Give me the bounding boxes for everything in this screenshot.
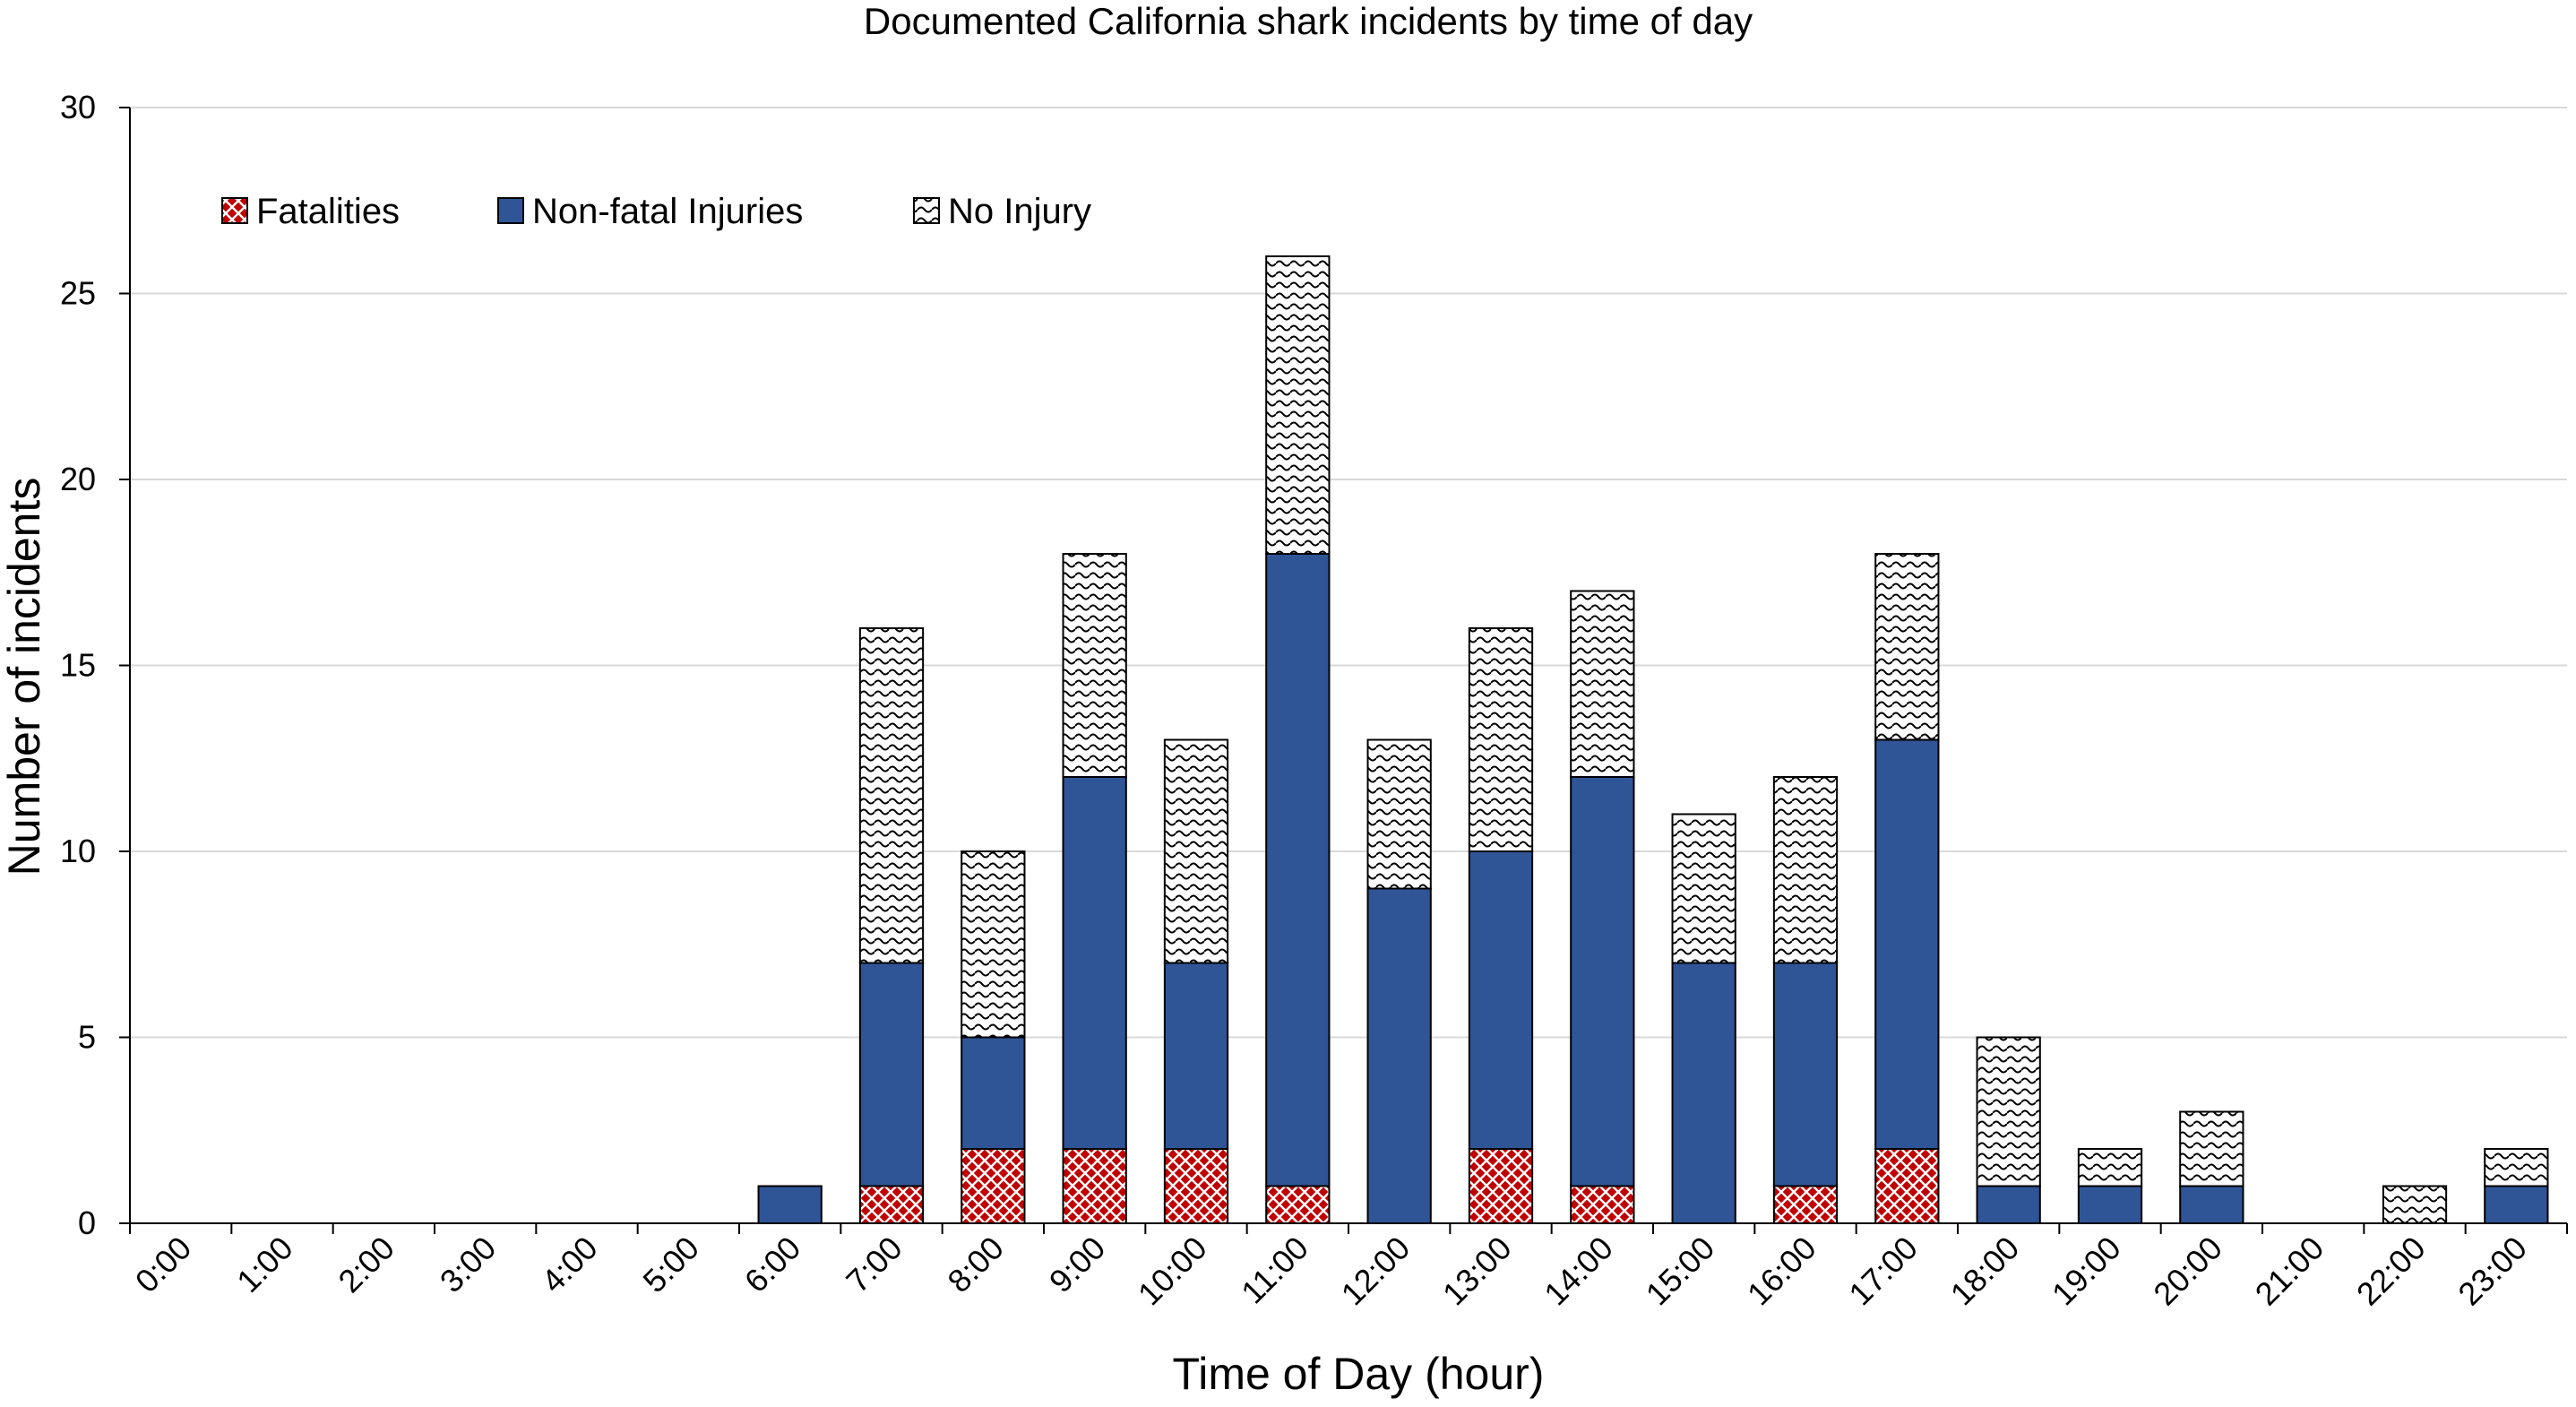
bar-segment-non-fatal-injuries <box>1366 887 1432 1224</box>
x-tick-label: 9:00 <box>1042 1230 1113 1300</box>
bar-segment-no-injury <box>1570 590 1635 778</box>
x-tick-labels: 0:00 1:00 2:00 3:00 4:00 5:00 6:00 7:00 8:00 9:00… <box>128 1230 2534 1313</box>
y-tick-label: 0 <box>78 1204 96 1241</box>
x-tick-label: 1:00 <box>229 1230 300 1300</box>
legend-label-no-injury: No Injury <box>948 192 1091 231</box>
bar-segment-no-injury <box>2382 1185 2448 1224</box>
y-tick-label: 15 <box>60 647 96 684</box>
bar-segment-no-injury <box>961 850 1026 1039</box>
y-tick-label: 25 <box>60 275 96 312</box>
x-tick-label: 19:00 <box>2045 1230 2128 1313</box>
x-tick-label: 18:00 <box>1943 1230 2027 1313</box>
legend-swatch-non-fatal-injuries <box>497 197 524 224</box>
bar-segment-fatalities <box>1062 1148 1127 1224</box>
x-tick-label: 17:00 <box>1841 1230 1925 1313</box>
bar-segment-no-injury <box>858 627 925 964</box>
y-tick-label: 5 <box>78 1019 96 1056</box>
bar-segment-fatalities <box>1570 1185 1635 1224</box>
y-tick-label: 20 <box>60 461 96 497</box>
x-tick-label: 16:00 <box>1740 1230 1823 1313</box>
bar-segment-non-fatal-injuries <box>1468 850 1534 1150</box>
y-tick-labels: 0 5 10 15 20 25 30 <box>60 89 96 1241</box>
bar-segment-fatalities <box>1163 1148 1229 1224</box>
legend-swatch-fatalities <box>221 197 248 224</box>
x-tick-label: 22:00 <box>2349 1230 2433 1313</box>
x-tick-label: 8:00 <box>940 1230 1011 1300</box>
bar-segment-fatalities <box>1874 1148 1940 1224</box>
bar-segment-fatalities <box>1772 1185 1839 1224</box>
bar-segment-non-fatal-injuries <box>1976 1185 2041 1224</box>
bar-segment-non-fatal-injuries <box>1874 738 1940 1150</box>
x-tick-label: 5:00 <box>635 1230 706 1300</box>
bar-segment-no-injury <box>2484 1148 2549 1187</box>
y-tick-label: 30 <box>60 89 96 125</box>
bar-segment-no-injury <box>1366 738 1432 890</box>
bar-segment-no-injury <box>1163 738 1229 964</box>
bar-segment-no-injury <box>1265 255 1331 555</box>
bar-segment-non-fatal-injuries <box>1163 962 1229 1150</box>
bars <box>757 255 2549 1224</box>
bar-segment-no-injury <box>1976 1036 2041 1187</box>
x-tick-label: 15:00 <box>1639 1230 1722 1313</box>
bar-segment-non-fatal-injuries <box>1265 553 1331 1187</box>
bar-segment-non-fatal-injuries <box>1671 962 1736 1224</box>
x-tick-label: 0:00 <box>128 1230 199 1300</box>
bar-segment-fatalities <box>1265 1185 1331 1224</box>
bar-segment-no-injury <box>2077 1148 2143 1187</box>
x-tick-label: 20:00 <box>2146 1230 2229 1313</box>
x-tick-label: 12:00 <box>1334 1230 1417 1313</box>
gridlines <box>130 107 2567 1039</box>
bar-segment-no-injury <box>1874 553 1940 741</box>
bar-segment-fatalities <box>961 1148 1026 1224</box>
x-tick-label: 11:00 <box>1234 1230 1315 1311</box>
bar-segment-non-fatal-injuries <box>2484 1185 2549 1224</box>
x-tick-label: 3:00 <box>433 1230 504 1300</box>
bar-segment-no-injury <box>1772 776 1839 964</box>
legend-label-non-fatal-injuries: Non-fatal Injuries <box>532 192 803 231</box>
legend: Fatalities Non-fatal Injuries No Injury <box>221 192 1091 231</box>
x-tick-label: 6:00 <box>737 1230 808 1300</box>
x-tick-label: 4:00 <box>534 1230 605 1300</box>
x-tick-label: 2:00 <box>331 1230 401 1300</box>
bar-segment-fatalities <box>1468 1148 1534 1224</box>
bar-segment-non-fatal-injuries <box>1062 776 1127 1150</box>
bar-segment-no-injury <box>1468 627 1534 852</box>
x-axis-title: Time of Day (hour) <box>1173 1349 1545 1399</box>
bar-segment-non-fatal-injuries <box>1772 962 1839 1187</box>
y-axis-title: Number of incidents <box>0 478 49 876</box>
bar-segment-no-injury <box>1671 813 1736 964</box>
x-tick-label: 13:00 <box>1435 1230 1519 1313</box>
bar-segment-no-injury <box>1062 553 1127 778</box>
bar-segment-non-fatal-injuries <box>1570 776 1635 1187</box>
bar-segment-no-injury <box>2179 1110 2244 1187</box>
chart-title: Documented California shark incidents by… <box>864 0 1753 42</box>
axes <box>119 107 2568 1234</box>
x-tick-label: 23:00 <box>2451 1230 2534 1313</box>
bar-segment-non-fatal-injuries <box>2077 1185 2143 1224</box>
y-tick-label: 10 <box>60 833 96 869</box>
bar-segment-non-fatal-injuries <box>858 962 925 1187</box>
x-tick-label: 21:00 <box>2248 1230 2331 1313</box>
bar-segment-fatalities <box>858 1185 925 1224</box>
bar-segment-non-fatal-injuries <box>757 1185 823 1224</box>
x-tick-label: 7:00 <box>839 1230 909 1300</box>
bar-segment-non-fatal-injuries <box>961 1036 1026 1150</box>
x-tick-label: 10:00 <box>1131 1230 1214 1313</box>
bar-segment-non-fatal-injuries <box>2179 1185 2244 1224</box>
legend-label-fatalities: Fatalities <box>256 192 400 231</box>
legend-swatch-no-injury <box>913 197 940 224</box>
x-tick-label: 14:00 <box>1537 1230 1620 1313</box>
